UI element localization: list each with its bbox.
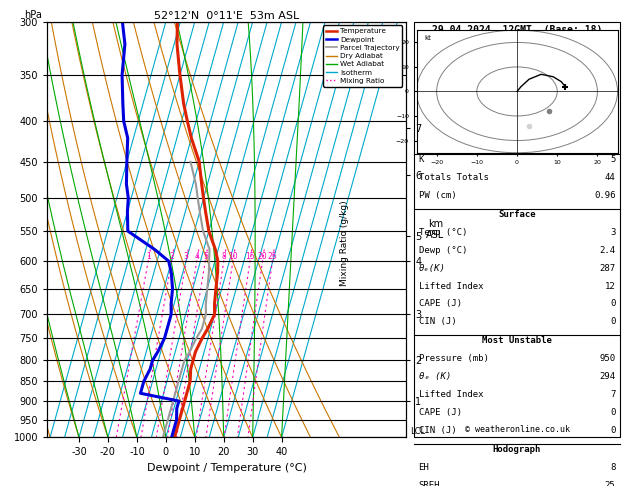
Text: 12: 12 — [604, 281, 615, 291]
Text: Surface: Surface — [498, 210, 536, 219]
Text: Most Unstable: Most Unstable — [482, 336, 552, 346]
Text: K: K — [419, 155, 424, 164]
Text: 3: 3 — [184, 252, 189, 261]
Text: 4: 4 — [194, 252, 199, 261]
Legend: Temperature, Dewpoint, Parcel Trajectory, Dry Adiabat, Wet Adiabat, Isotherm, Mi: Temperature, Dewpoint, Parcel Trajectory… — [323, 25, 403, 87]
Text: CAPE (J): CAPE (J) — [419, 408, 462, 417]
Text: CIN (J): CIN (J) — [419, 317, 456, 326]
Text: Mixing Ratio (g/kg): Mixing Ratio (g/kg) — [340, 200, 348, 286]
Text: 3: 3 — [610, 228, 615, 237]
Text: CAPE (J): CAPE (J) — [419, 299, 462, 309]
Text: 0: 0 — [610, 426, 615, 435]
Text: 287: 287 — [599, 264, 615, 273]
Text: 25: 25 — [604, 481, 615, 486]
Text: 2: 2 — [169, 252, 174, 261]
Text: 294: 294 — [599, 372, 615, 381]
Text: 1: 1 — [146, 252, 150, 261]
Text: 25: 25 — [268, 252, 277, 261]
Text: SREH: SREH — [419, 481, 440, 486]
X-axis label: Dewpoint / Temperature (°C): Dewpoint / Temperature (°C) — [147, 463, 306, 473]
Text: 2.4: 2.4 — [599, 246, 615, 255]
Text: CIN (J): CIN (J) — [419, 426, 456, 435]
Text: LCL: LCL — [409, 427, 425, 436]
Text: hPa: hPa — [24, 10, 42, 20]
Title: 52°12'N  0°11'E  53m ASL: 52°12'N 0°11'E 53m ASL — [154, 11, 299, 21]
Text: Pressure (mb): Pressure (mb) — [419, 354, 489, 364]
Text: Temp (°C): Temp (°C) — [419, 228, 467, 237]
Text: 20: 20 — [258, 252, 267, 261]
Text: © weatheronline.co.uk: © weatheronline.co.uk — [465, 425, 569, 434]
Text: 5: 5 — [610, 155, 615, 164]
Text: 8: 8 — [221, 252, 226, 261]
Text: EH: EH — [419, 463, 430, 472]
Text: Lifted Index: Lifted Index — [419, 281, 483, 291]
Text: Dewp (°C): Dewp (°C) — [419, 246, 467, 255]
Text: 29.04.2024  12GMT  (Base: 18): 29.04.2024 12GMT (Base: 18) — [432, 25, 602, 35]
Text: 0: 0 — [610, 317, 615, 326]
Y-axis label: km
ASL: km ASL — [426, 219, 444, 241]
Text: 8: 8 — [610, 463, 615, 472]
Text: 950: 950 — [599, 354, 615, 364]
Text: 7: 7 — [610, 390, 615, 399]
Text: 44: 44 — [604, 173, 615, 182]
Text: 15: 15 — [245, 252, 255, 261]
Text: θₑ (K): θₑ (K) — [419, 372, 451, 381]
Text: 0.96: 0.96 — [594, 191, 615, 200]
Text: PW (cm): PW (cm) — [419, 191, 456, 200]
Text: Lifted Index: Lifted Index — [419, 390, 483, 399]
Text: Totals Totals: Totals Totals — [419, 173, 489, 182]
Text: Hodograph: Hodograph — [493, 445, 541, 454]
Text: 5: 5 — [203, 252, 208, 261]
Text: θₑ(K): θₑ(K) — [419, 264, 445, 273]
Text: 10: 10 — [228, 252, 238, 261]
Text: 0: 0 — [610, 408, 615, 417]
Text: 0: 0 — [610, 299, 615, 309]
